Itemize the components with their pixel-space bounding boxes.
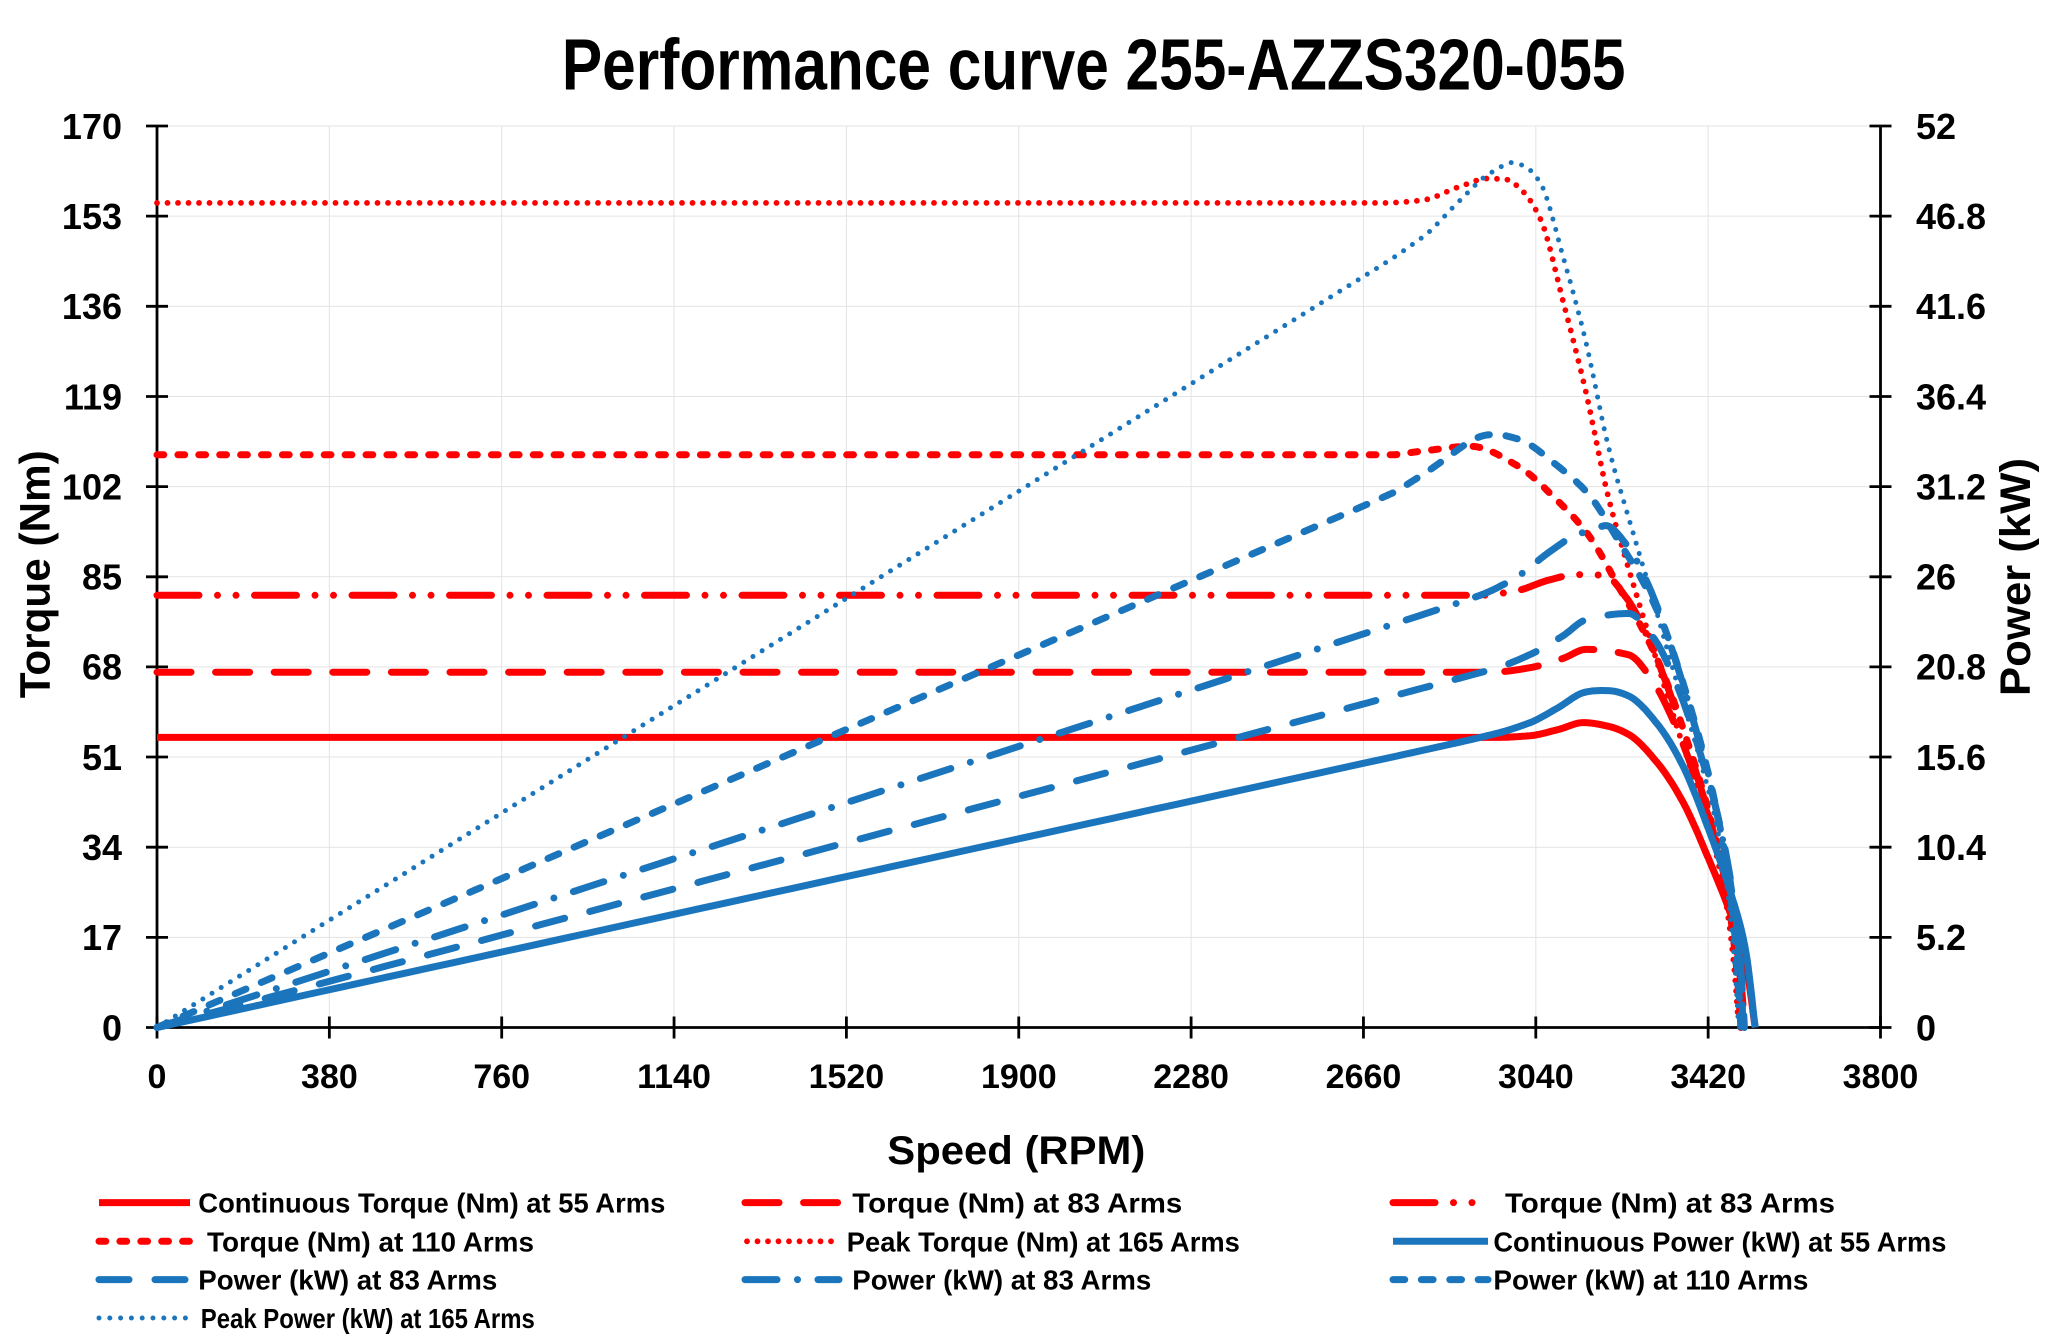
svg-text:0: 0 — [1916, 1007, 1936, 1048]
svg-text:Power (kW) at 83 Arms: Power (kW) at 83 Arms — [198, 1265, 497, 1296]
svg-text:26: 26 — [1916, 557, 1956, 598]
svg-text:119: 119 — [64, 376, 122, 417]
svg-text:10.4: 10.4 — [1916, 827, 1986, 868]
svg-text:34: 34 — [82, 827, 122, 868]
svg-text:5.2: 5.2 — [1916, 917, 1966, 958]
svg-text:Continuous Torque (Nm) at 55 A: Continuous Torque (Nm) at 55 Arms — [198, 1188, 665, 1219]
svg-text:20.8: 20.8 — [1916, 647, 1986, 688]
svg-text:170: 170 — [62, 106, 122, 147]
svg-text:1520: 1520 — [809, 1058, 885, 1096]
svg-text:15.6: 15.6 — [1916, 737, 1986, 778]
svg-text:3800: 3800 — [1843, 1058, 1919, 1096]
svg-text:Performance curve 255-AZZS320-: Performance curve 255-AZZS320-055 — [562, 24, 1626, 105]
svg-text:31.2: 31.2 — [1916, 466, 1986, 507]
svg-text:36.4: 36.4 — [1916, 376, 1986, 417]
svg-text:68: 68 — [82, 647, 122, 688]
svg-text:Power (kW) at 83 Arms: Power (kW) at 83 Arms — [852, 1265, 1151, 1296]
svg-text:Torque (Nm) at 83 Arms: Torque (Nm) at 83 Arms — [1505, 1188, 1835, 1219]
svg-text:Torque (Nm) at 110 Arms: Torque (Nm) at 110 Arms — [207, 1226, 534, 1257]
svg-text:1140: 1140 — [637, 1058, 711, 1096]
svg-text:Speed (RPM): Speed (RPM) — [887, 1129, 1145, 1173]
svg-text:153: 153 — [62, 196, 122, 237]
svg-text:Torque (Nm): Torque (Nm) — [12, 450, 59, 698]
svg-text:136: 136 — [62, 286, 122, 327]
svg-text:760: 760 — [473, 1058, 530, 1096]
svg-text:51: 51 — [82, 737, 122, 778]
svg-text:0: 0 — [148, 1058, 167, 1096]
svg-text:3420: 3420 — [1670, 1058, 1746, 1096]
svg-text:Peak Power (kW) at 165 Arms: Peak Power (kW) at 165 Arms — [201, 1303, 535, 1334]
svg-text:0: 0 — [102, 1007, 122, 1048]
svg-text:Torque (Nm) at 83 Arms: Torque (Nm) at 83 Arms — [852, 1188, 1182, 1219]
svg-text:Peak Torque (Nm) at 165 Arms: Peak Torque (Nm) at 165 Arms — [847, 1226, 1240, 1257]
svg-text:Continuous Power (kW) at 55 Ar: Continuous Power (kW) at 55 Arms — [1493, 1226, 1946, 1257]
svg-text:Power (kW) at 110 Arms: Power (kW) at 110 Arms — [1493, 1265, 1808, 1296]
svg-text:41.6: 41.6 — [1916, 286, 1986, 327]
svg-text:380: 380 — [301, 1058, 358, 1096]
svg-text:52: 52 — [1916, 106, 1956, 147]
svg-text:Power (kW): Power (kW) — [1993, 458, 2040, 696]
svg-text:1900: 1900 — [981, 1058, 1057, 1096]
svg-text:3040: 3040 — [1498, 1058, 1574, 1096]
svg-text:2660: 2660 — [1326, 1058, 1402, 1096]
svg-text:46.8: 46.8 — [1916, 196, 1986, 237]
svg-text:85: 85 — [82, 557, 122, 598]
svg-text:2280: 2280 — [1153, 1058, 1229, 1096]
svg-text:17: 17 — [82, 917, 122, 958]
svg-text:102: 102 — [62, 466, 122, 507]
